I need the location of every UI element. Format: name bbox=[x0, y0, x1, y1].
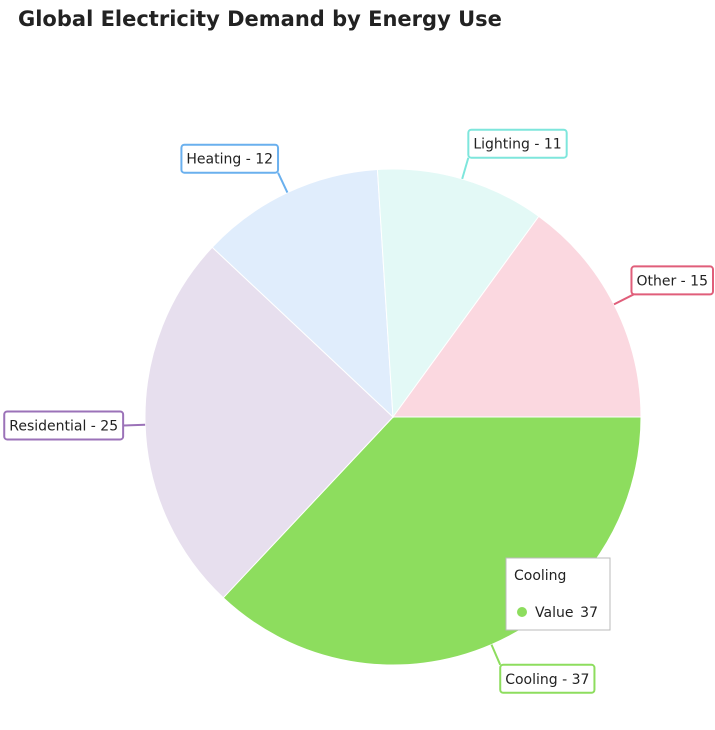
label-connector bbox=[490, 644, 502, 666]
label-connector bbox=[277, 172, 289, 194]
label-box bbox=[630, 265, 714, 296]
chart-title: Global Electricity Demand by Energy Use bbox=[18, 7, 502, 31]
label-box bbox=[180, 143, 280, 174]
labels: Cooling - 37 Residential - 25 Heating - 12… bbox=[3, 128, 714, 694]
data-label: Heating - 12 bbox=[186, 152, 273, 168]
label-connector bbox=[461, 157, 470, 180]
label-connector bbox=[613, 293, 635, 306]
tooltip-dot bbox=[517, 607, 527, 617]
tooltip-label: Value bbox=[535, 605, 573, 621]
tooltip-box bbox=[505, 557, 611, 631]
slice bbox=[211, 168, 394, 419]
tooltip: Cooling Value 37 bbox=[505, 557, 611, 631]
label-box bbox=[499, 663, 596, 694]
data-label: Lighting - 11 bbox=[473, 137, 561, 153]
data-label: Residential - 25 bbox=[9, 418, 118, 434]
data-label: Cooling - 37 bbox=[505, 672, 589, 688]
label-box bbox=[3, 410, 125, 441]
slice bbox=[392, 215, 642, 418]
tooltip-title: Cooling bbox=[514, 568, 566, 584]
tooltip-value: 37 bbox=[580, 605, 598, 621]
label-box bbox=[467, 128, 568, 159]
data-label: Other - 15 bbox=[636, 273, 708, 289]
label-connector bbox=[123, 423, 146, 427]
